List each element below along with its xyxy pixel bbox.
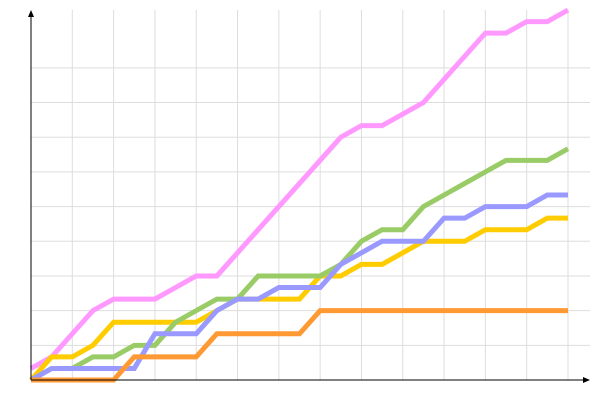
axes (28, 10, 590, 383)
series-line-3 (29, 192, 568, 383)
series-line-1 (29, 215, 568, 382)
x-axis-arrow-icon (583, 377, 590, 383)
series-lines (29, 7, 570, 383)
series-line-2 (29, 146, 570, 383)
y-axis-arrow-icon (28, 10, 34, 17)
series-line-4 (31, 308, 568, 383)
series-line-0 (29, 7, 570, 371)
